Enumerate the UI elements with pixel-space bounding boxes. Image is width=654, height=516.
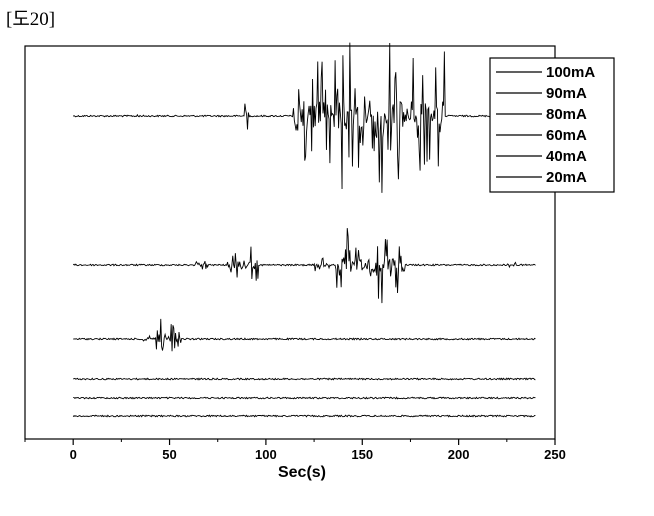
series-trace-60mA xyxy=(73,377,536,381)
legend-label: 60mA xyxy=(546,127,587,144)
x-tick-label: 250 xyxy=(544,447,566,462)
figure-label: [도20] xyxy=(6,9,56,30)
x-tick-label: 0 xyxy=(70,447,77,462)
x-tick-label: 150 xyxy=(351,447,373,462)
legend-label: 90mA xyxy=(546,85,587,102)
x-axis-label: Sec(s) xyxy=(278,464,326,481)
legend-label: 40mA xyxy=(546,148,587,165)
legend-label: 20mA xyxy=(546,169,587,186)
series-trace-100mA xyxy=(72,42,536,193)
x-tick-label: 100 xyxy=(255,447,277,462)
legend-label: 80mA xyxy=(546,106,587,123)
plot-frame xyxy=(24,45,556,440)
series-trace-90mA xyxy=(72,228,536,304)
x-tick-label: 50 xyxy=(162,447,176,462)
x-tick-label: 200 xyxy=(448,447,470,462)
series-trace-80mA xyxy=(73,318,536,352)
series-trace-20mA xyxy=(72,414,536,418)
legend-label: 100mA xyxy=(546,64,595,81)
series-trace-40mA xyxy=(73,396,536,400)
legend-box xyxy=(489,57,615,193)
